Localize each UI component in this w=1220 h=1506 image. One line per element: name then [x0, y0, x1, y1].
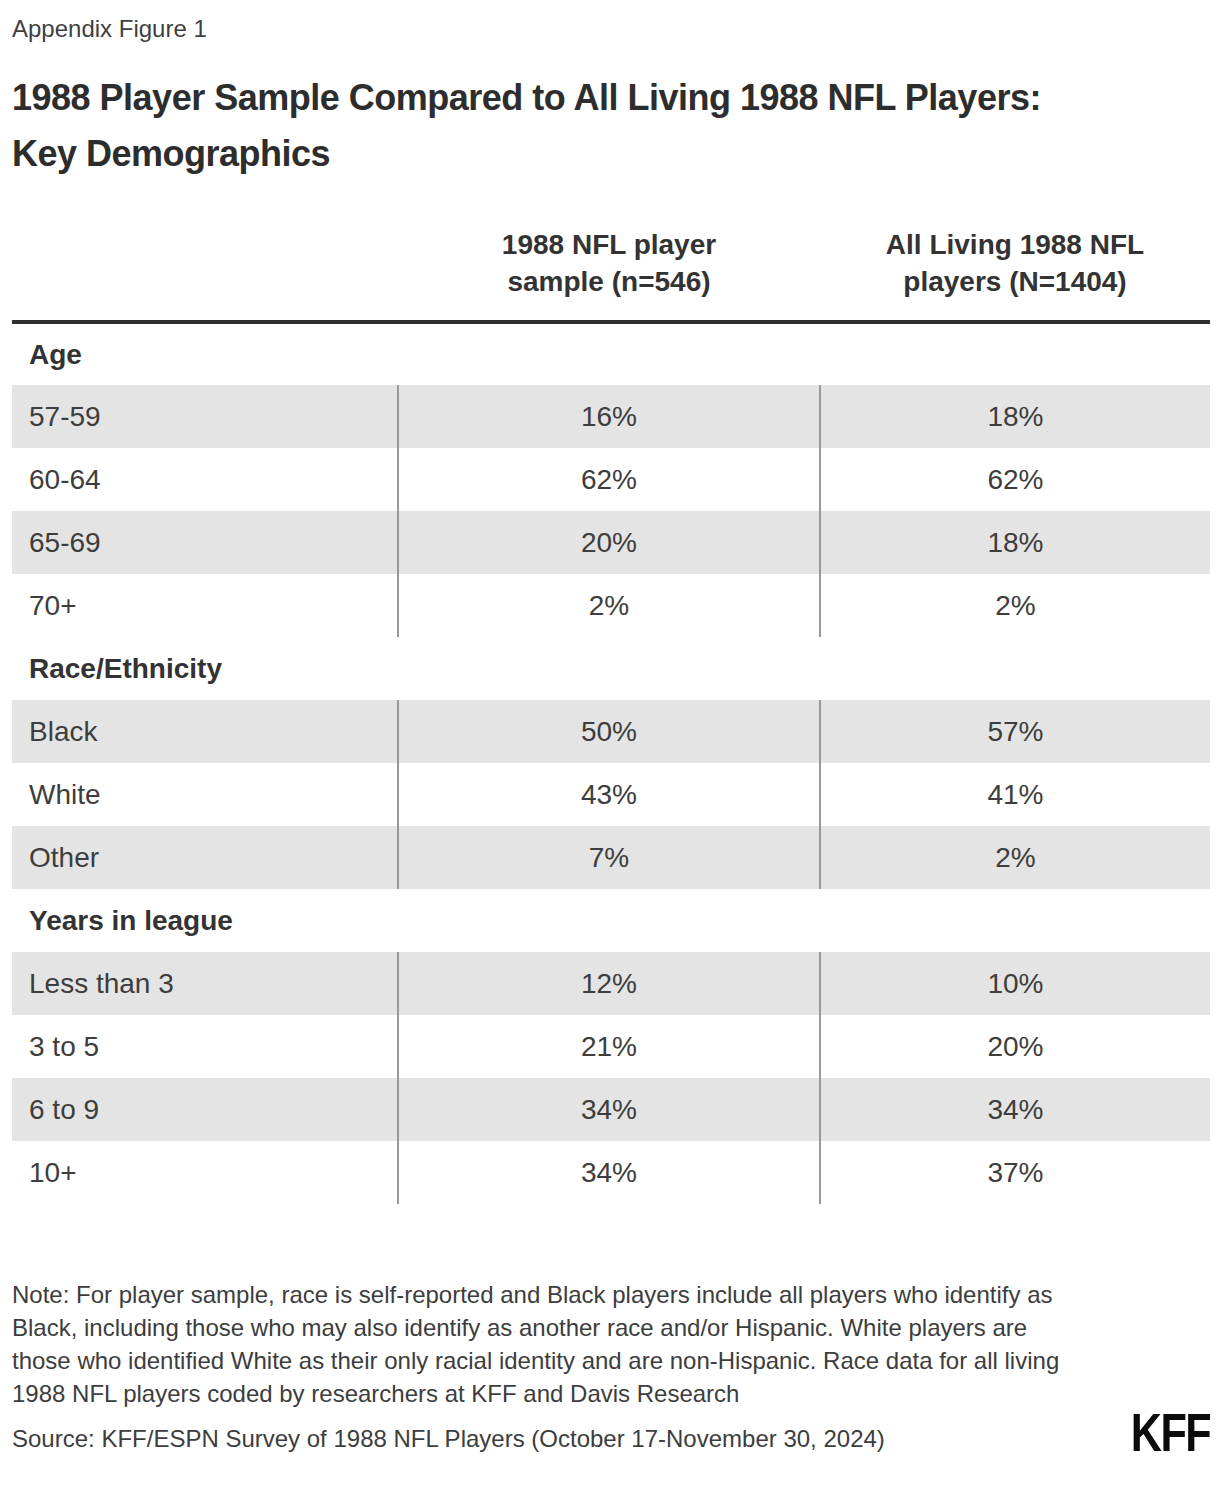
section-header-row-age: Age — [12, 322, 1210, 385]
section-header-label: Race/Ethnicity — [12, 637, 1210, 700]
figure-label: Appendix Figure 1 — [12, 14, 1210, 44]
value-cell-all-living: 62% — [820, 448, 1210, 511]
row-label: Black — [12, 700, 398, 763]
row-label: Other — [12, 826, 398, 889]
value-cell-all-living: 18% — [820, 511, 1210, 574]
value-cell-all-living: 57% — [820, 700, 1210, 763]
row-label: 65-69 — [12, 511, 398, 574]
value-cell-all-living: 37% — [820, 1141, 1210, 1204]
value-cell-sample: 50% — [398, 700, 820, 763]
note-text: Note: For player sample, race is self-re… — [12, 1278, 1092, 1410]
notes-block: Note: For player sample, race is self-re… — [12, 1278, 1111, 1454]
row-label: 3 to 5 — [12, 1015, 398, 1078]
row-label: 57-59 — [12, 385, 398, 448]
kff-logo: KFF — [1131, 1410, 1210, 1454]
table-row-less-than-3: Less than 3 12% 10% — [12, 952, 1210, 1015]
table-row-other: Other 7% 2% — [12, 826, 1210, 889]
table-row-70-plus: 70+ 2% 2% — [12, 574, 1210, 637]
table-header: 1988 NFL player sample (n=546) All Livin… — [12, 226, 1210, 322]
value-cell-sample: 62% — [398, 448, 820, 511]
value-cell-sample: 34% — [398, 1141, 820, 1204]
page-title-line-1: 1988 Player Sample Compared to All Livin… — [12, 70, 1210, 126]
section-header-row-years-in-league: Years in league — [12, 889, 1210, 952]
demographics-table: 1988 NFL player sample (n=546) All Livin… — [12, 226, 1210, 1204]
row-label: Less than 3 — [12, 952, 398, 1015]
footer: Note: For player sample, race is self-re… — [12, 1278, 1210, 1454]
empty-header-cell — [12, 226, 398, 322]
table-row-57-59: 57-59 16% 18% — [12, 385, 1210, 448]
table-row-6-to-9: 6 to 9 34% 34% — [12, 1078, 1210, 1141]
value-cell-all-living: 2% — [820, 574, 1210, 637]
value-cell-sample: 12% — [398, 952, 820, 1015]
value-cell-sample: 16% — [398, 385, 820, 448]
value-cell-sample: 43% — [398, 763, 820, 826]
column-header-sample-line-1: 1988 NFL player — [398, 226, 820, 263]
value-cell-all-living: 20% — [820, 1015, 1210, 1078]
page-title: 1988 Player Sample Compared to All Livin… — [12, 70, 1210, 182]
table-row-white: White 43% 41% — [12, 763, 1210, 826]
table-row-60-64: 60-64 62% 62% — [12, 448, 1210, 511]
value-cell-sample: 21% — [398, 1015, 820, 1078]
section-header-row-race-ethnicity: Race/Ethnicity — [12, 637, 1210, 700]
value-cell-all-living: 34% — [820, 1078, 1210, 1141]
table-row-3-to-5: 3 to 5 21% 20% — [12, 1015, 1210, 1078]
value-cell-sample: 7% — [398, 826, 820, 889]
value-cell-sample: 34% — [398, 1078, 820, 1141]
column-header-all-living-line-1: All Living 1988 NFL — [820, 226, 1210, 263]
row-label: 6 to 9 — [12, 1078, 398, 1141]
section-header-label: Age — [12, 322, 1210, 385]
column-header-sample: 1988 NFL player sample (n=546) — [398, 226, 820, 322]
page-title-line-2: Key Demographics — [12, 126, 1210, 182]
table-row-black: Black 50% 57% — [12, 700, 1210, 763]
column-header-sample-line-2: sample (n=546) — [398, 263, 820, 300]
value-cell-all-living: 10% — [820, 952, 1210, 1015]
column-header-all-living-line-2: players (N=1404) — [820, 263, 1210, 300]
row-label: 60-64 — [12, 448, 398, 511]
row-label: 10+ — [12, 1141, 398, 1204]
column-header-all-living: All Living 1988 NFL players (N=1404) — [820, 226, 1210, 322]
section-header-label: Years in league — [12, 889, 1210, 952]
value-cell-sample: 20% — [398, 511, 820, 574]
table-row-10-plus: 10+ 34% 37% — [12, 1141, 1210, 1204]
row-label: White — [12, 763, 398, 826]
table-row-65-69: 65-69 20% 18% — [12, 511, 1210, 574]
value-cell-all-living: 41% — [820, 763, 1210, 826]
row-label: 70+ — [12, 574, 398, 637]
source-text: Source: KFF/ESPN Survey of 1988 NFL Play… — [12, 1424, 1111, 1454]
value-cell-all-living: 18% — [820, 385, 1210, 448]
value-cell-sample: 2% — [398, 574, 820, 637]
column-header-row: 1988 NFL player sample (n=546) All Livin… — [12, 226, 1210, 322]
value-cell-all-living: 2% — [820, 826, 1210, 889]
